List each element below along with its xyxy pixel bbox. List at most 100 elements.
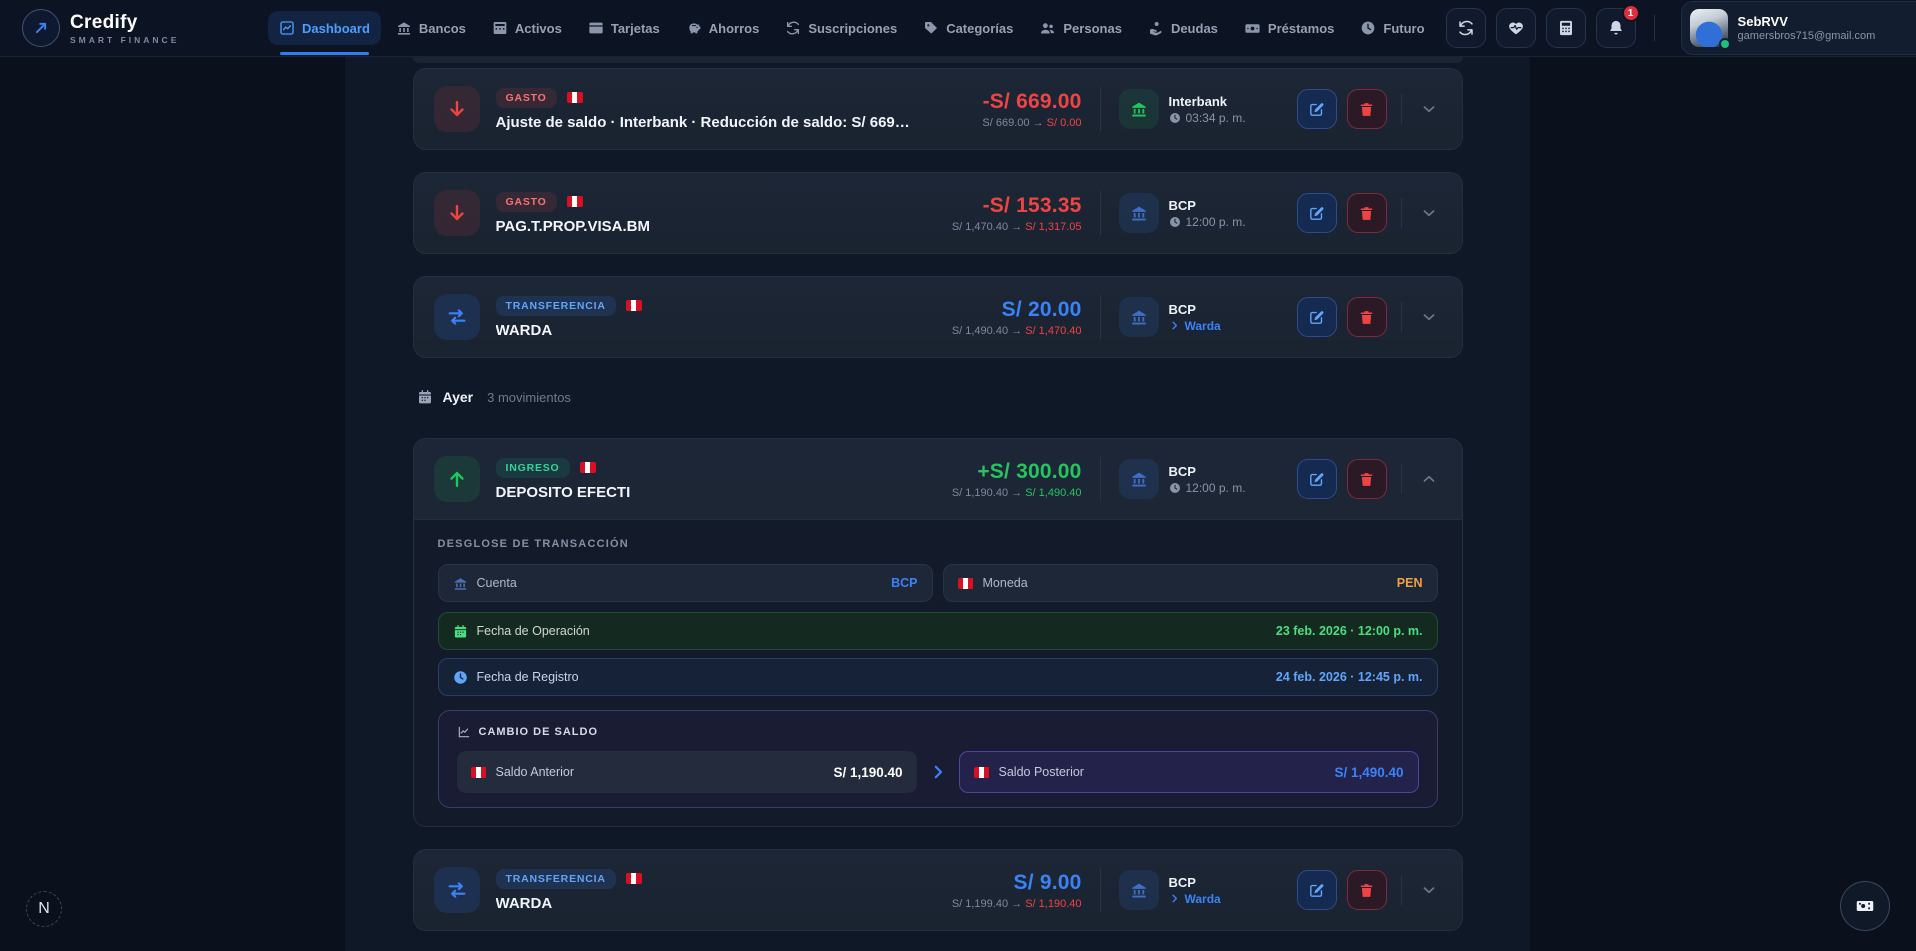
- nav-item-suscripciones[interactable]: Suscripciones: [774, 11, 908, 45]
- bank-icon: [1118, 297, 1159, 337]
- balance-after: S/ 1,190.40: [1025, 897, 1082, 910]
- health-button[interactable]: [1495, 8, 1536, 48]
- trash-icon: [1360, 472, 1373, 486]
- transaction-amount: S/ 20.00: [1001, 297, 1082, 321]
- bank-name: BCP: [1168, 463, 1196, 479]
- bank-icon: [397, 22, 410, 35]
- nav-item-tarjetas[interactable]: Tarjetas: [577, 11, 671, 45]
- next-balance-value: S/ 1,490.40: [1334, 764, 1404, 780]
- peru-flag-icon: [973, 766, 990, 778]
- balance-after: S/ 1,317.05: [1025, 220, 1082, 233]
- transaction-time: 03:34 p. m.: [1169, 111, 1246, 125]
- edit-button[interactable]: [1296, 193, 1337, 233]
- edit-button[interactable]: [1296, 870, 1337, 910]
- transaction-row[interactable]: TRANSFERENCIA WARDA S/ 9.00 S/ 1,199.40 …: [414, 850, 1462, 930]
- clock-icon: [1169, 482, 1180, 493]
- transaction-amount: -S/ 669.00: [982, 89, 1082, 113]
- expand-chevron-button[interactable]: [1416, 200, 1442, 226]
- expense-arrow-down-icon: [433, 190, 480, 236]
- clock-icon: [453, 670, 468, 685]
- divider: [1099, 868, 1101, 912]
- clipped-card-edge: [412, 57, 1463, 63]
- user-menu[interactable]: SebRVV gamersbros715@gmail.com: [1680, 1, 1916, 55]
- trash-icon: [1360, 883, 1373, 897]
- balance-change-line: S/ 1,199.40 → S/ 1,190.40: [912, 898, 1082, 910]
- transaction-detail-panel: DESGLOSE DE TRANSACCIÓN Cuenta BCP Moned…: [413, 519, 1462, 826]
- edit-button[interactable]: [1296, 459, 1337, 499]
- transaction-type-badge: INGRESO: [495, 457, 570, 478]
- nav-item-futuro[interactable]: Futuro: [1349, 11, 1435, 45]
- detail-section-title: DESGLOSE DE TRANSACCIÓN: [437, 538, 629, 550]
- balance-before: S/ 1,490.40: [951, 324, 1009, 337]
- nav-item-personas[interactable]: Personas: [1028, 11, 1133, 46]
- peru-flag-icon: [625, 300, 642, 311]
- bank-name: Interbank: [1168, 93, 1228, 109]
- nav-item-activos[interactable]: Activos: [481, 11, 573, 45]
- currency-label: Moneda: [982, 576, 1028, 590]
- balance-arrow: →: [1011, 220, 1023, 233]
- edit-button[interactable]: [1296, 297, 1337, 337]
- delete-button[interactable]: [1346, 297, 1387, 337]
- main-navigation: Dashboard Bancos Activos Tarjetas Ahorro…: [268, 11, 1436, 55]
- edit-pencil-icon: [1310, 472, 1324, 486]
- user-name: SebRVV: [1737, 14, 1788, 29]
- chevron-down-icon: [1423, 106, 1434, 113]
- balance-change-line: S/ 1,470.40 → S/ 1,317.05: [912, 221, 1082, 233]
- edit-button[interactable]: [1296, 89, 1337, 129]
- sync-icon: [1458, 20, 1473, 36]
- expand-chevron-button[interactable]: [1416, 96, 1442, 122]
- nav-label: Futuro: [1383, 20, 1425, 36]
- register-date-field: Fecha de Registro 24 feb. 2026 · 12:45 p…: [437, 658, 1438, 696]
- brand-name: Credify: [70, 11, 138, 33]
- bank-icon: [453, 576, 468, 591]
- expand-chevron-button[interactable]: [1416, 877, 1442, 903]
- nav-item-ahorros[interactable]: Ahorros: [675, 11, 771, 45]
- nav-label: Suscripciones: [808, 20, 898, 36]
- transaction-amount: +S/ 300.00: [977, 459, 1082, 483]
- balance-arrow: →: [1011, 486, 1023, 499]
- nav-item-bancos[interactable]: Bancos: [385, 11, 477, 45]
- expand-chevron-button[interactable]: [1416, 304, 1442, 330]
- transaction-row[interactable]: INGRESO DEPOSITO EFECTI +S/ 300.00 S/ 1,…: [414, 439, 1462, 519]
- header-actions: 1 SebRVV gamersbros715@gmail.com: [1445, 1, 1916, 55]
- divider: [1099, 191, 1101, 235]
- transaction-row[interactable]: GASTO PAG.T.PROP.VISA.BM -S/ 153.35 S/ 1…: [414, 173, 1462, 253]
- dashboard-chart-icon: [280, 21, 294, 35]
- calculator-button[interactable]: [1545, 8, 1586, 48]
- balance-after: S/ 0.00: [1046, 116, 1082, 129]
- nav-label: Categorías: [946, 20, 1014, 36]
- peru-flag-icon: [625, 873, 642, 884]
- notifications-button[interactable]: 1: [1595, 4, 1640, 48]
- nav-divider: [1653, 15, 1655, 41]
- delete-button[interactable]: [1346, 89, 1387, 129]
- nav-label: Bancos: [418, 20, 466, 36]
- bank-icon: [1118, 89, 1159, 129]
- nav-label: Deudas: [1170, 20, 1218, 36]
- collapse-chevron-button[interactable]: [1416, 466, 1442, 492]
- delete-button[interactable]: [1346, 870, 1387, 910]
- calendar-icon: [418, 390, 431, 404]
- nav-item-prestamos[interactable]: Préstamos: [1233, 11, 1345, 46]
- sync-button[interactable]: [1445, 8, 1486, 48]
- edit-pencil-icon: [1310, 206, 1324, 220]
- chevron-right-icon: [925, 763, 951, 781]
- nav-item-dashboard[interactable]: Dashboard: [268, 11, 381, 55]
- transaction-title: Ajuste de saldo · Interbank · Reducción …: [495, 113, 912, 131]
- heart-pulse-icon: [1508, 22, 1523, 35]
- chart-icon: [458, 726, 469, 738]
- chevron-up-icon: [1423, 475, 1434, 482]
- nav-item-deudas[interactable]: Deudas: [1137, 11, 1229, 45]
- peru-flag-icon: [957, 577, 974, 589]
- nav-item-categorias[interactable]: Categorías: [912, 11, 1024, 45]
- floating-cash-button[interactable]: [1840, 881, 1890, 931]
- delete-button[interactable]: [1346, 459, 1387, 499]
- bank-icon: [1118, 459, 1159, 499]
- delete-button[interactable]: [1346, 193, 1387, 233]
- transaction-row[interactable]: GASTO Ajuste de saldo · Interbank · Redu…: [414, 69, 1462, 149]
- transaction-card: TRANSFERENCIA WARDA S/ 9.00 S/ 1,199.40 …: [412, 849, 1463, 931]
- balance-before: S/ 1,190.40: [951, 486, 1009, 499]
- currency-value: PEN: [1396, 576, 1423, 590]
- transaction-row[interactable]: TRANSFERENCIA WARDA S/ 20.00 S/ 1,490.40…: [414, 277, 1462, 357]
- people-icon: [1041, 22, 1055, 33]
- balance-after: S/ 1,490.40: [1025, 486, 1082, 499]
